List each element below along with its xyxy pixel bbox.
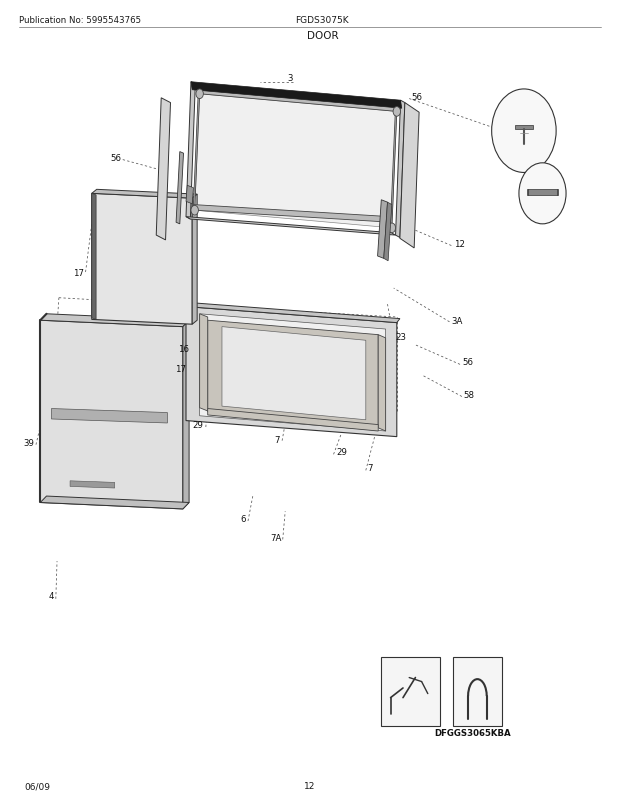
Text: 7A: 7A (273, 398, 284, 407)
Polygon shape (384, 203, 392, 261)
Text: 17: 17 (175, 364, 186, 374)
Text: 10: 10 (234, 107, 245, 116)
Polygon shape (396, 101, 405, 238)
Text: FGDS3075K: FGDS3075K (296, 16, 349, 26)
Circle shape (196, 90, 203, 99)
Circle shape (519, 164, 566, 225)
Polygon shape (192, 195, 197, 325)
Circle shape (191, 206, 198, 216)
Polygon shape (92, 194, 96, 320)
Text: 17: 17 (73, 268, 84, 277)
Polygon shape (200, 314, 208, 411)
Circle shape (492, 90, 556, 173)
Polygon shape (92, 194, 192, 325)
Polygon shape (92, 190, 197, 199)
Polygon shape (400, 103, 419, 249)
Polygon shape (186, 83, 195, 220)
Polygon shape (198, 89, 397, 112)
Polygon shape (40, 496, 189, 509)
Text: 7: 7 (275, 435, 280, 444)
Text: Publication No: 5995543765: Publication No: 5995543765 (19, 16, 141, 26)
Circle shape (388, 224, 396, 233)
Text: 12: 12 (454, 239, 465, 249)
Polygon shape (186, 186, 193, 205)
Polygon shape (200, 314, 386, 431)
Polygon shape (208, 409, 378, 431)
Polygon shape (70, 481, 115, 488)
Text: 23: 23 (396, 332, 407, 342)
Text: 3A: 3A (451, 316, 463, 326)
Text: 64: 64 (396, 666, 407, 676)
Text: eReplacementParts.com: eReplacementParts.com (229, 399, 391, 411)
Text: ─────────────────────
─────────────────────: ───────────────────── ──────────────────… (112, 249, 173, 260)
Polygon shape (381, 658, 440, 726)
Polygon shape (176, 152, 184, 225)
Polygon shape (40, 314, 189, 327)
Text: 56: 56 (462, 358, 473, 367)
Text: 56: 56 (411, 93, 422, 103)
Polygon shape (193, 205, 391, 223)
Text: 39: 39 (23, 438, 34, 448)
Text: 42: 42 (411, 695, 422, 704)
Polygon shape (51, 409, 167, 423)
Text: 23: 23 (155, 292, 166, 302)
Polygon shape (183, 321, 189, 509)
Text: 06/09: 06/09 (25, 781, 51, 791)
Text: DFGGS3065KBA: DFGGS3065KBA (434, 727, 511, 737)
Text: 3A: 3A (119, 196, 130, 205)
Text: 12: 12 (304, 781, 316, 791)
Polygon shape (208, 321, 378, 427)
Text: 18: 18 (473, 666, 484, 676)
Polygon shape (186, 303, 400, 323)
Text: DOOR: DOOR (306, 31, 339, 41)
Text: 10: 10 (536, 206, 547, 216)
Polygon shape (378, 200, 388, 259)
Text: 56: 56 (110, 154, 121, 164)
Polygon shape (40, 321, 183, 509)
Text: 7A: 7A (270, 533, 281, 542)
Text: 16: 16 (178, 344, 189, 354)
Polygon shape (378, 335, 386, 431)
Text: 3: 3 (288, 74, 293, 83)
Text: 29: 29 (192, 420, 203, 430)
Polygon shape (515, 126, 533, 130)
Polygon shape (193, 89, 200, 211)
Polygon shape (156, 99, 171, 241)
Text: 56A: 56A (118, 223, 135, 233)
Text: 58: 58 (464, 390, 475, 399)
Text: 7: 7 (368, 463, 373, 472)
Polygon shape (453, 658, 502, 726)
Polygon shape (186, 217, 396, 236)
Polygon shape (186, 307, 397, 437)
Text: 9: 9 (272, 342, 278, 352)
Circle shape (393, 107, 401, 117)
Polygon shape (195, 95, 397, 229)
Text: 29: 29 (336, 447, 347, 456)
Polygon shape (527, 190, 558, 196)
Polygon shape (391, 107, 397, 229)
Text: 4: 4 (49, 591, 55, 601)
Text: 6: 6 (241, 514, 246, 524)
Polygon shape (191, 83, 402, 109)
Polygon shape (222, 327, 366, 420)
